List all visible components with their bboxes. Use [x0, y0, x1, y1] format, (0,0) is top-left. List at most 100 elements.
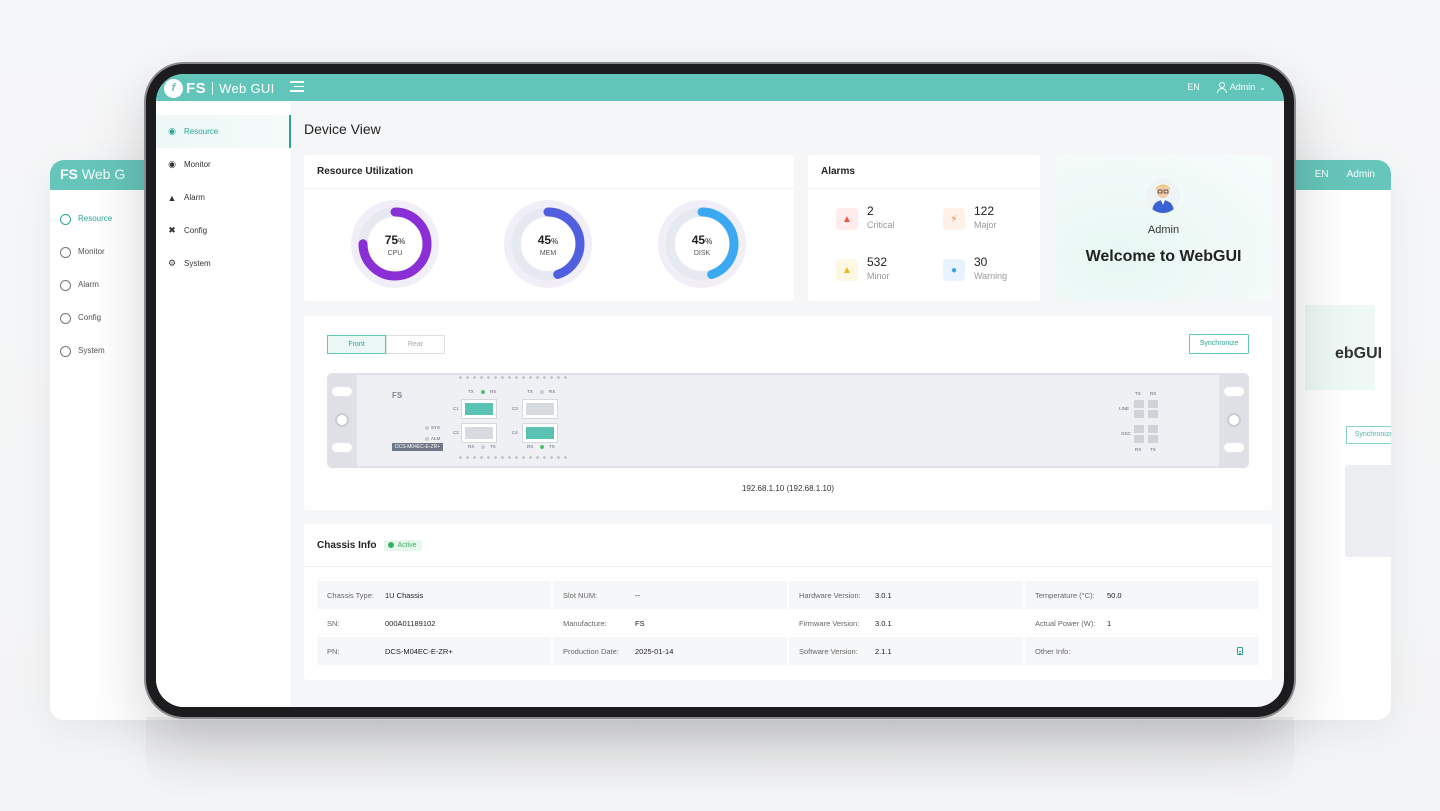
alarms-card: Alarms ▲ 2 Critical ⚡ 122 Major ▲ 532 Minor…	[808, 155, 1040, 301]
osc-port-rx[interactable]	[1148, 435, 1158, 443]
alarms-title: Alarms	[808, 155, 1040, 189]
tab-front[interactable]: Front	[327, 335, 386, 354]
info-key: Manufacture:	[563, 618, 607, 628]
tab-rear[interactable]: Rear	[386, 335, 445, 354]
info-firmware-version: Firmware Version: 3.0.1	[789, 609, 1023, 637]
disk-value: 45	[691, 233, 706, 247]
info-other: Other Info:	[1025, 637, 1259, 665]
info-temperature: Temperature (°C): 50.0	[1025, 581, 1259, 609]
info-value: 2.1.1	[875, 646, 892, 656]
info-value: FS	[635, 618, 645, 628]
slot-c4[interactable]	[522, 423, 558, 443]
info-value: DCS-M04EC-E-ZR+	[385, 646, 453, 656]
alarm-minor[interactable]: ▲ 532 Minor	[836, 255, 890, 281]
info-key: SN:	[327, 618, 340, 628]
background-logo-text: Web G	[81, 166, 126, 182]
background-nav-monitor: Monitor	[50, 235, 150, 268]
flame-icon: ▲	[836, 208, 858, 230]
info-value: 3.0.1	[875, 590, 892, 600]
line-port-tx[interactable]	[1134, 400, 1144, 408]
alarm-critical[interactable]: ▲ 2 Critical	[836, 204, 895, 230]
device-panel-card: Front Rear Synchronize FS DCS-M04EC-E-ZR…	[304, 316, 1272, 510]
chassis-screw	[335, 413, 349, 427]
info-hardware-version: Hardware Version: 3.0.1	[789, 581, 1023, 609]
globe-icon: ◉	[168, 126, 176, 136]
user-name: Admin	[1229, 82, 1256, 92]
osc-port-label: OSC	[1121, 431, 1131, 436]
document-icon[interactable]	[1237, 647, 1243, 655]
status-badge-text: Active	[397, 541, 417, 549]
info-key: Hardware Version:	[799, 590, 861, 600]
sidebar-item-label: Resource	[184, 127, 219, 136]
slot-c2[interactable]	[461, 423, 497, 443]
led-sys	[425, 426, 429, 430]
line-port-tx[interactable]	[1134, 410, 1144, 418]
tx-label: TX	[490, 444, 496, 449]
led-alm	[425, 437, 429, 441]
mem-gauge: 45% MEM	[503, 199, 593, 289]
background-welcome-text: ebGUI	[1335, 345, 1383, 362]
background-topbar-right: EN Admin	[1315, 169, 1375, 180]
gear-icon: ⚙	[167, 258, 177, 268]
disk-label: DISK	[693, 250, 711, 257]
cpu-label: CPU	[387, 250, 403, 257]
background-nav-resource: Resource	[50, 202, 150, 235]
avatar	[1146, 179, 1180, 213]
cpu-gauge: 75% CPU	[350, 199, 440, 289]
alarm-critical-label: Critical	[867, 220, 895, 230]
info-production-date: Production Date: 2025-01-14	[553, 637, 787, 665]
info-pn: PN: DCS-M04EC-E-ZR+	[317, 637, 551, 665]
tx-label: TX	[1135, 391, 1141, 396]
info-chassis-type: Chassis Type: 1U Chassis	[317, 581, 551, 609]
alarm-icon: ▲	[167, 192, 177, 203]
user-menu[interactable]: Admin ⌄	[1216, 82, 1266, 93]
vent-dots	[457, 455, 569, 460]
alarm-major[interactable]: ⚡ 122 Major	[943, 204, 997, 230]
chassis-screw	[1227, 413, 1241, 427]
app-logo: f FS Web GUI	[164, 78, 275, 98]
lightning-icon: ⚡	[943, 208, 965, 230]
info-value: 1	[1107, 618, 1112, 628]
line-port-rx[interactable]	[1148, 410, 1158, 418]
info-value: 3.0.1	[875, 618, 892, 628]
osc-port-tx[interactable]	[1134, 425, 1144, 433]
info-value: --	[635, 590, 640, 600]
sidebar-item-system[interactable]: ⚙ System	[156, 247, 291, 280]
slot-c3[interactable]	[522, 399, 558, 419]
rx-label: RX	[527, 444, 534, 449]
line-port-rx[interactable]	[1148, 400, 1158, 408]
sidebar-item-label: Alarm	[184, 193, 205, 202]
info-manufacture: Manufacture: FS	[553, 609, 787, 637]
tools-icon: ✖	[168, 225, 176, 235]
synchronize-button[interactable]: Synchronize	[1189, 334, 1249, 354]
alarm-warning[interactable]: ● 30 Warning	[943, 255, 1007, 281]
menu-toggle-icon[interactable]	[290, 81, 304, 93]
info-actual-power: Actual Power (W): 1	[1025, 609, 1259, 637]
sidebar-item-config[interactable]: ✖ Config	[156, 214, 291, 247]
slot-c3-label: C3	[512, 406, 518, 411]
sidebar-item-label: Config	[184, 226, 208, 235]
info-key: Temperature (°C):	[1035, 590, 1095, 600]
info-value: 2025-01-14	[635, 646, 674, 656]
sidebar-item-resource[interactable]: ◉ Resource	[156, 115, 291, 148]
slot-c1[interactable]	[461, 399, 497, 419]
disk-unit: %	[705, 237, 713, 246]
background-sync-button: Synchronize	[1346, 426, 1391, 444]
logo-webgui-text: Web GUI	[219, 80, 275, 96]
sidebar-item-alarm[interactable]: ▲ Alarm	[156, 181, 291, 214]
background-logo: FS Web G	[60, 166, 125, 182]
mem-label: MEM	[539, 250, 557, 257]
info-software-version: Software Version: 2.1.1	[789, 637, 1023, 665]
fs-logo-icon: f	[164, 78, 183, 98]
language-switch[interactable]: EN	[1187, 82, 1200, 92]
cpu-unit: %	[398, 237, 406, 246]
alarm-major-label: Major	[974, 220, 997, 230]
top-bar-right: EN Admin ⌄	[1187, 82, 1266, 93]
chassis-info-card: Chassis Info Active Chassis Type: 1U Chas…	[304, 524, 1272, 680]
sidebar-item-monitor[interactable]: ◉ Monitor	[156, 148, 291, 181]
sidebar-item-label: System	[184, 259, 211, 268]
logo-fs-text: FS	[186, 79, 207, 97]
osc-port-rx[interactable]	[1148, 425, 1158, 433]
info-key: Slot NUM:	[563, 590, 598, 600]
osc-port-tx[interactable]	[1134, 435, 1144, 443]
